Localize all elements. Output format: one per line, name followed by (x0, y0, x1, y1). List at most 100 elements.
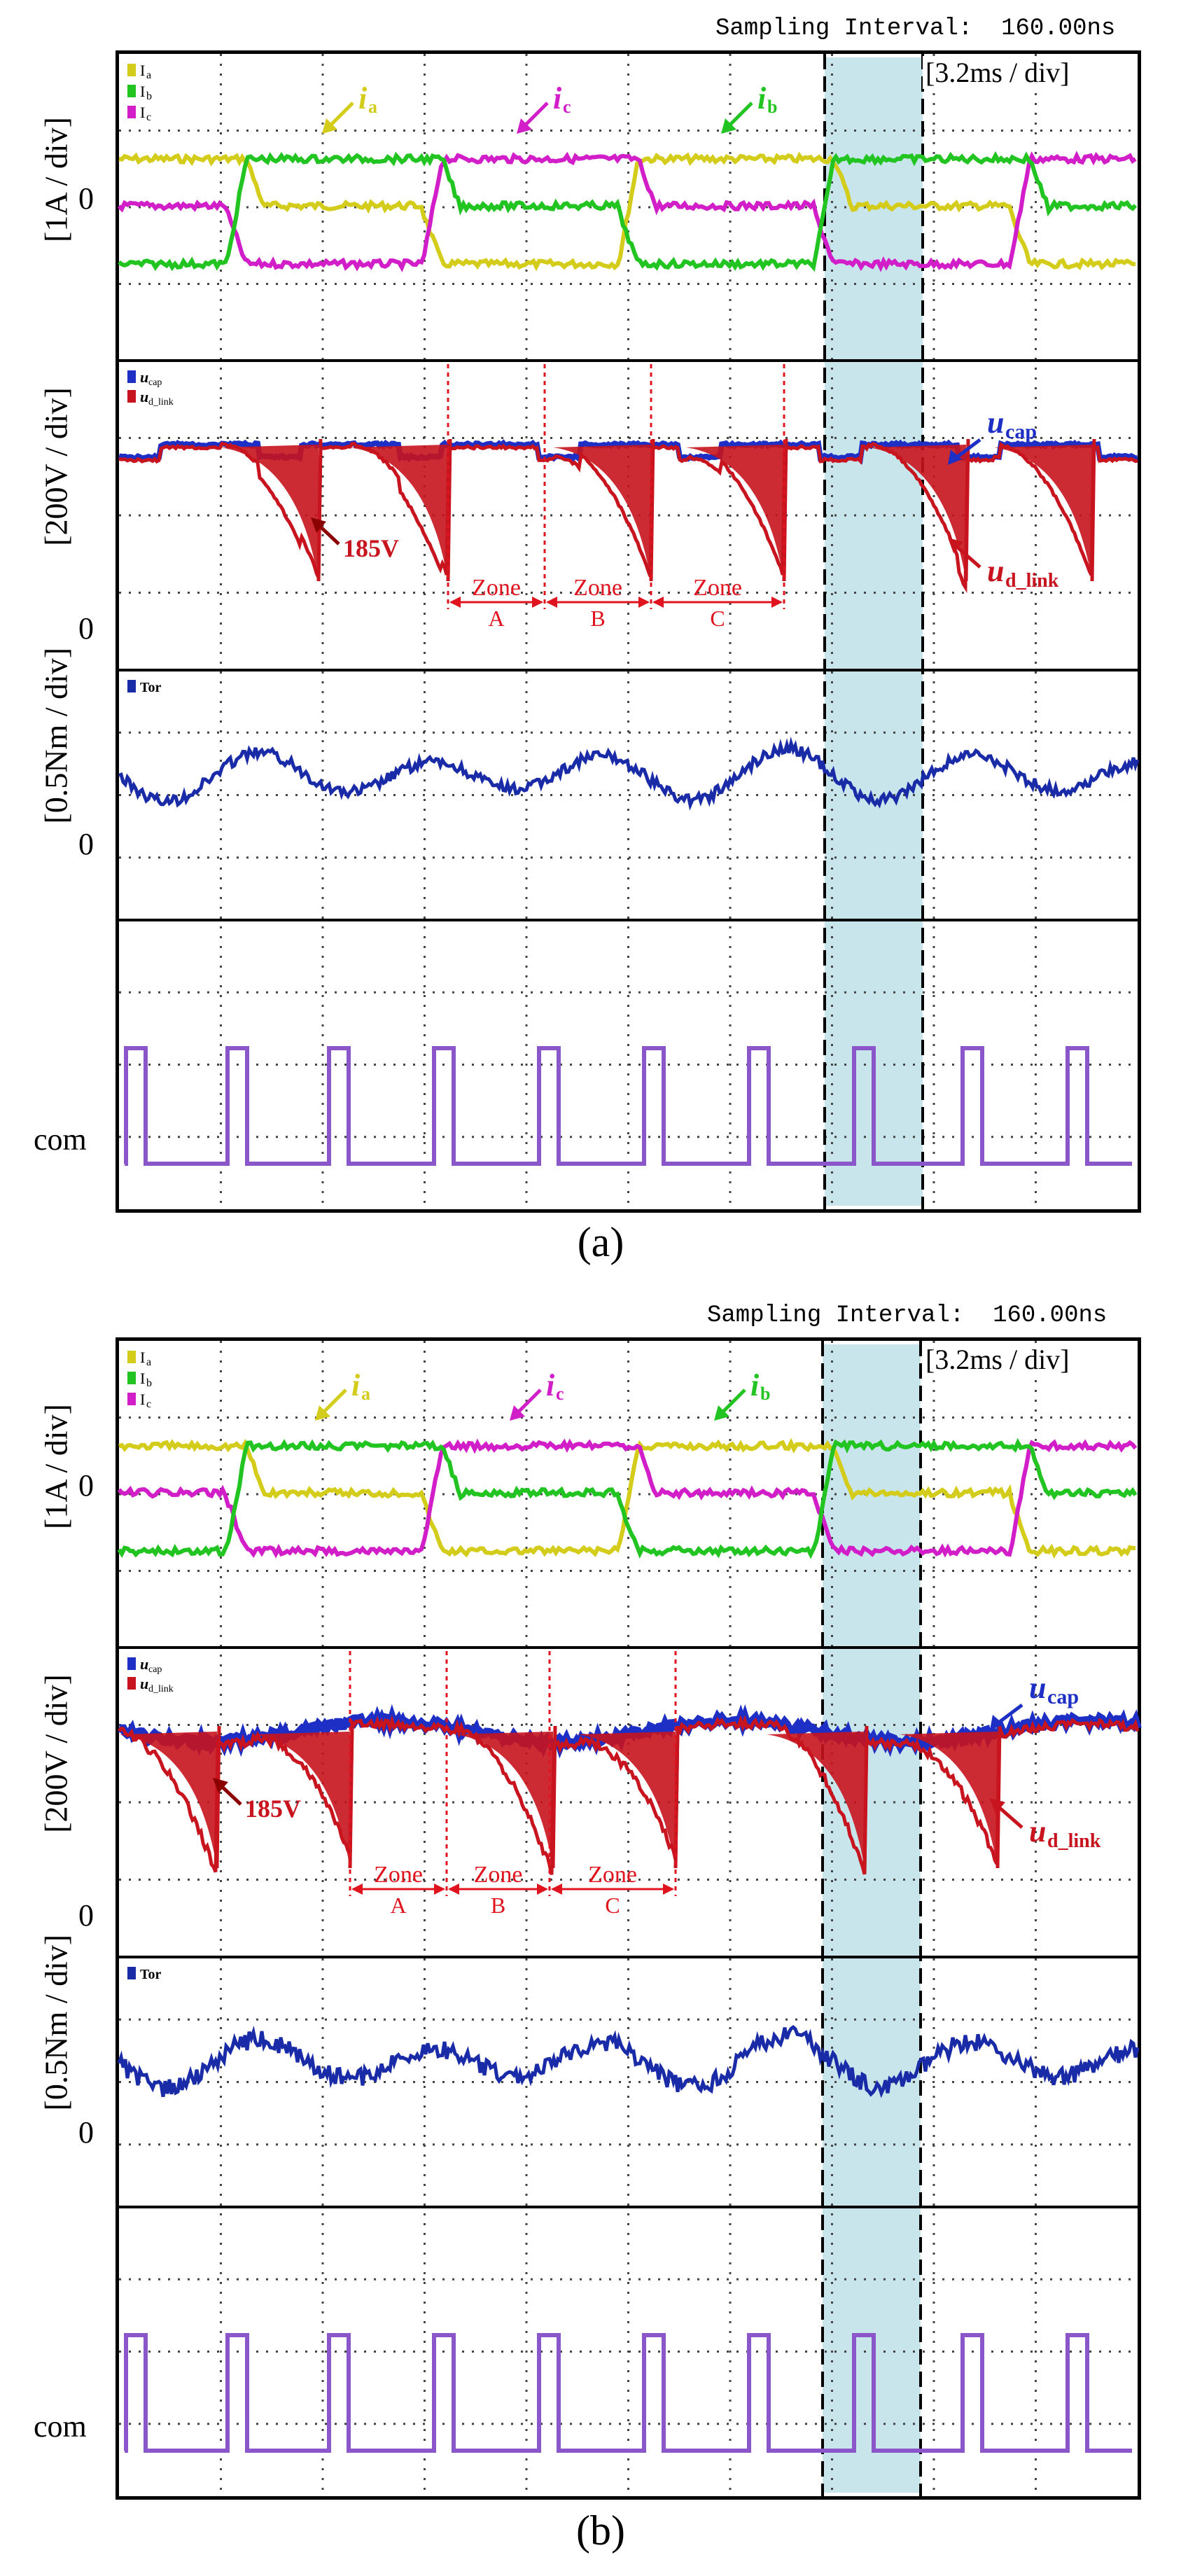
legend-label-main: u (140, 388, 148, 405)
trace-com (124, 2333, 1132, 2453)
ylabel-current: [1A / div] (38, 117, 74, 242)
current-label-sub: b (760, 1384, 770, 1404)
caption-a-text: (a) (577, 1219, 624, 1265)
trace-ud-link (118, 1715, 1140, 1875)
current-label-sub: c (556, 1384, 564, 1404)
legend-label-sub: c (146, 111, 151, 123)
zero-label-current: 0 (78, 1468, 94, 1503)
sampling-interval: Sampling Interval: 160.00ns (715, 15, 1116, 42)
udlink-label-sub: d_link (1005, 570, 1059, 592)
ud-link-dip (767, 1732, 865, 1868)
legend-swatch (127, 370, 136, 383)
ylabel-current: [1A / div] (38, 1404, 74, 1529)
zone-label: Zone (374, 1862, 423, 1888)
current-arrowhead (714, 1405, 729, 1421)
ylabel-voltage: [200V / div] (38, 1674, 74, 1833)
zone-arrow-right (771, 597, 783, 608)
zone-arrow-left (551, 1884, 562, 1895)
udlink-label: u (1029, 1814, 1046, 1849)
trace-ic (117, 151, 1137, 272)
zone-arrow-left (652, 597, 664, 608)
current-label: i (546, 1368, 555, 1402)
ud-link-dip (994, 445, 1092, 581)
scope-frame (116, 50, 1141, 1213)
ucap-label-sub: cap (1005, 420, 1037, 443)
legend-label-sub: b (146, 90, 152, 102)
trace-ib (117, 1437, 1138, 1559)
ud-link-dip (119, 1732, 217, 1868)
zone-arrow-right (532, 597, 543, 608)
trace-ia (118, 1437, 1136, 1559)
legend-swatch (127, 1967, 136, 1979)
legend-label-sub: cap (148, 1664, 162, 1675)
highlight-zone (823, 1344, 921, 2493)
trace-com (124, 1046, 1132, 1166)
zero-label-torque: 0 (78, 2115, 94, 2150)
legend-label-sub: cap (148, 377, 162, 388)
current-label: i (358, 81, 368, 116)
legend-label-sub: b (146, 1377, 152, 1389)
sampling-interval: Sampling Interval: 160.00ns (707, 1302, 1107, 1329)
legend-swatch (127, 680, 136, 692)
legend-swatch (127, 85, 136, 97)
zone-label: Zone (588, 1862, 637, 1888)
udlink-arrowhead (948, 538, 963, 553)
current-arrowhead (721, 118, 736, 134)
ucap-arrowhead (990, 1715, 1004, 1730)
trace-ib (118, 151, 1138, 272)
zone-letter: A (488, 606, 504, 631)
zone-arrow-left (351, 1884, 363, 1895)
trace-torque (118, 736, 1140, 811)
legend-label-main: I (140, 104, 145, 121)
legend-label-tor: Tor (140, 680, 162, 695)
zone-arrow-left (546, 597, 557, 608)
ucap-label-sub: cap (1047, 1685, 1079, 1708)
legend-swatch (127, 1677, 136, 1690)
caption-b: (b) (531, 2507, 671, 2555)
legend-swatch (127, 106, 136, 118)
zone-letter: B (491, 1893, 505, 1918)
current-label-sub: a (368, 97, 377, 117)
com-label: com (34, 2409, 87, 2444)
legend-label-main: I (140, 1391, 145, 1408)
ucap-label: u (987, 405, 1004, 440)
ylabel-torque: [0.5Nm / div] (38, 1934, 74, 2111)
ud-link-dip (900, 1732, 998, 1868)
trace-ic (117, 1438, 1138, 1559)
v185-label: 185V (343, 534, 399, 562)
caption-b-text: (b) (576, 2507, 625, 2554)
legend-label-tor: Tor (140, 1967, 162, 1982)
zone-arrow-right (537, 1884, 548, 1895)
zone-label: Zone (693, 575, 742, 601)
v185-arrowhead (311, 517, 326, 533)
udlink-label-sub: d_link (1047, 1830, 1101, 1852)
current-label: i (553, 81, 562, 116)
trace-torque (117, 2025, 1140, 2098)
ud-link-dip (868, 445, 966, 581)
time-div-label: [3.2ms / div] (923, 56, 1072, 89)
ud-link-recovery (215, 1725, 221, 1869)
ud-link-dip (350, 445, 448, 581)
legend-label-main: u (140, 1655, 148, 1673)
ucap-label: u (1029, 1671, 1046, 1705)
zone-arrow-right (663, 1884, 674, 1895)
time-div-label: [3.2ms / div] (923, 1343, 1072, 1376)
current-arrowhead (315, 1405, 330, 1421)
zero-label-current: 0 (78, 181, 94, 216)
zone-arrow-right (638, 597, 650, 608)
ud-link-dip (221, 445, 319, 581)
zone-letter: C (605, 1893, 620, 1918)
current-label-sub: b (767, 97, 777, 117)
zone-arrow-left (448, 1884, 459, 1895)
zero-label-voltage: 0 (78, 611, 94, 646)
zone-label: Zone (472, 575, 521, 601)
zone-label: Zone (573, 575, 622, 601)
udlink-arrowhead (990, 1798, 1005, 1813)
ud-link-recovery (995, 1725, 1002, 1869)
v185-arrowhead (213, 1778, 228, 1793)
current-label-sub: c (563, 97, 571, 117)
legend-label-sub: a (146, 69, 151, 81)
